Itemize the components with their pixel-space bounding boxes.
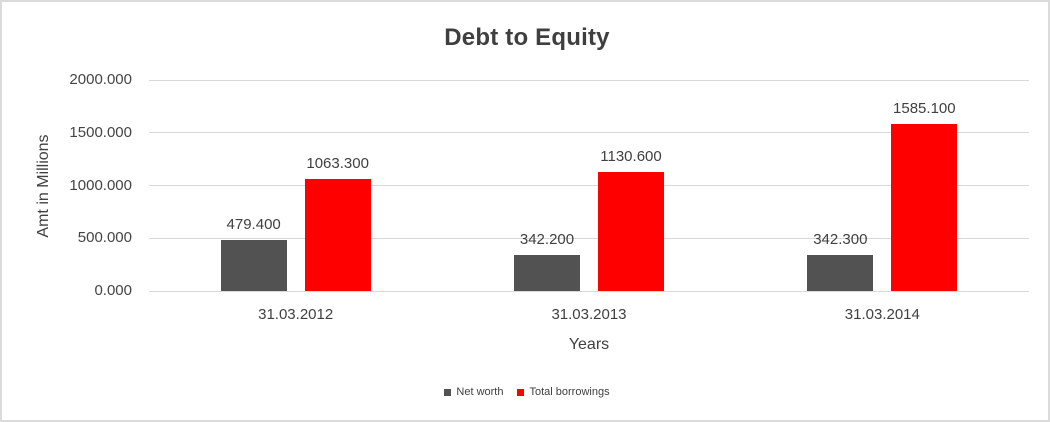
data-label: 479.400 xyxy=(226,216,281,234)
gridline xyxy=(149,79,1029,81)
x-axis-category-label: 31.03.2012 xyxy=(258,306,334,323)
legend-swatch xyxy=(517,388,525,396)
data-label: 342.300 xyxy=(813,230,868,248)
y-axis-tick-label: 2000.000 xyxy=(69,71,132,88)
gridline xyxy=(149,185,1029,186)
y-axis-tick-label: 1000.000 xyxy=(69,176,132,194)
x-axis-title: Years xyxy=(568,336,610,353)
y-axis-tick-label: 1500.000 xyxy=(69,123,132,141)
data-label: 1585.100 xyxy=(893,99,956,117)
legend-label: Total borrowings xyxy=(529,386,610,398)
data-label: 1130.600 xyxy=(600,147,662,165)
gridline xyxy=(149,290,1029,292)
bar-total-borrowings xyxy=(598,171,664,291)
data-label: 1063.300 xyxy=(306,154,369,172)
legend-swatch xyxy=(444,388,452,396)
bar-total-borrowings xyxy=(304,178,371,291)
bar-total-borrowings xyxy=(891,123,958,291)
legend-item: Net worth xyxy=(444,386,503,398)
legend-item: Total borrowings xyxy=(517,386,610,398)
legend: Net worth Total borrowings xyxy=(2,386,1048,398)
x-axis-category-label: 31.03.2013 xyxy=(551,306,627,323)
gridline xyxy=(149,237,1029,239)
bar-net-worth xyxy=(807,254,874,291)
bar-net-worth xyxy=(220,240,287,291)
gridline xyxy=(149,132,1029,134)
data-label: 342.200 xyxy=(519,230,575,248)
chart-title: Debt to Equity xyxy=(444,24,610,51)
legend-label: Net worth xyxy=(456,386,504,398)
bar-net-worth xyxy=(514,254,580,291)
x-axis-category-label: 31.03.2014 xyxy=(844,306,920,323)
y-axis-tick-label: 500.000 xyxy=(77,229,132,247)
y-axis-tick-label: 0.000 xyxy=(94,282,132,299)
